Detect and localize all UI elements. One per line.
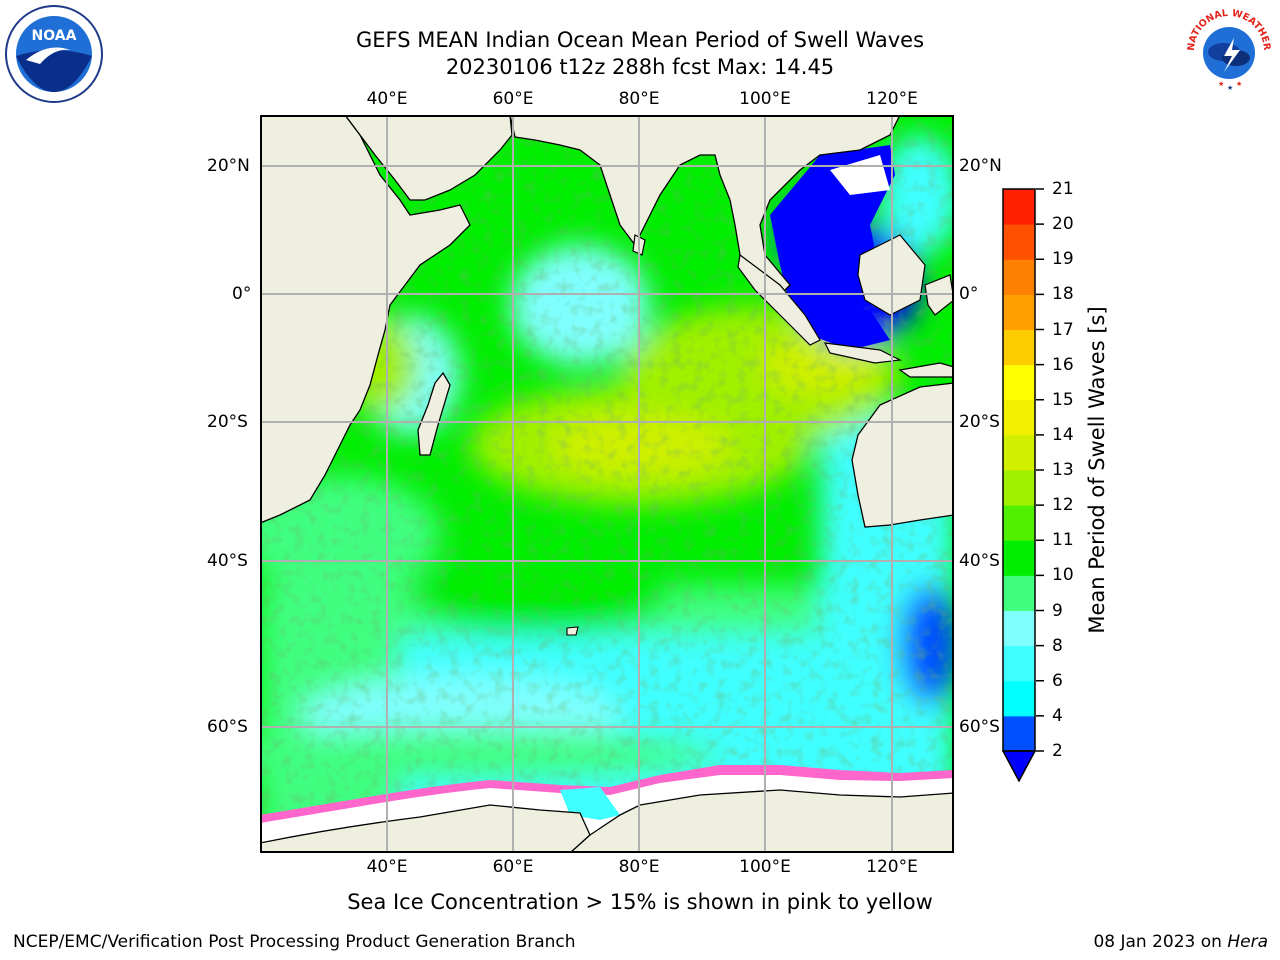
colorbar-segment — [1003, 329, 1035, 366]
colorbar-tick-label: 2 — [1052, 741, 1063, 761]
lon-tick-bottom-100e: 100°E — [739, 857, 791, 877]
colorbar-segments — [1003, 189, 1035, 752]
lon-tick-bottom-60e: 60°E — [492, 857, 534, 877]
map-panel — [260, 115, 954, 853]
sea-ice-caption: Sea Ice Concentration > 15% is shown in … — [347, 890, 933, 914]
colorbar-tick-label: 9 — [1052, 600, 1063, 621]
lon-tick-top-120e: 120°E — [866, 89, 918, 109]
lat-tick-left-20n: 20°N — [207, 156, 250, 176]
map-title: GEFS MEAN Indian Ocean Mean Period of Sw… — [355, 28, 925, 52]
svg-text:★: ★ — [1227, 84, 1233, 92]
colorbar-tick-label: 17 — [1052, 319, 1074, 340]
colorbar-tick-label: 14 — [1052, 424, 1074, 445]
graticule — [260, 115, 954, 853]
lat-tick-right-60s: 60°S — [959, 717, 1000, 737]
asia-land — [509, 115, 901, 296]
colorbar-tick-label: 6 — [1052, 670, 1063, 691]
lon-tick-top-40e: 40°E — [366, 89, 408, 109]
australia-land — [851, 382, 954, 528]
colorbar-segment — [1003, 610, 1035, 647]
colorbar-tick-label: 10 — [1052, 565, 1074, 586]
colorbar-segment — [1003, 715, 1035, 752]
lat-tick-right-0: 0° — [959, 284, 979, 304]
noaa-logo-text: NOAA — [32, 28, 77, 44]
colorbar-tick-label: 13 — [1052, 460, 1074, 480]
lon-tick-top-100e: 100°E — [739, 89, 791, 109]
lon-tick-bottom-40e: 40°E — [366, 857, 408, 877]
colorbar-tick-label: 20 — [1052, 214, 1074, 235]
lon-tick-top-80e: 80°E — [618, 89, 660, 109]
colorbar-segment — [1003, 575, 1035, 611]
colorbar-under-triangle — [1001, 750, 1037, 783]
lat-tick-right-20n: 20°N — [959, 156, 1002, 176]
svg-text:★: ★ — [1236, 80, 1242, 88]
footer-left: NCEP/EMC/Verification Post Processing Pr… — [13, 932, 576, 952]
lat-tick-left-60s: 60°S — [207, 717, 248, 737]
map-subtitle: 20230106 t12z 288h fcst Max: 14.45 — [445, 55, 835, 79]
noaa-logo-icon: NOAA — [5, 5, 103, 103]
colorbar-segment — [1003, 259, 1035, 295]
colorbar-segment — [1003, 645, 1035, 682]
colorbar-segment — [1003, 680, 1035, 717]
colorbar-tick-label: 19 — [1052, 249, 1074, 270]
colorbar-tick-label: 18 — [1052, 284, 1074, 305]
colorbar-graphic — [1001, 188, 1037, 783]
footer-right: 08 Jan 2023 on Hera — [1093, 932, 1268, 952]
lat-tick-right-20s: 20°S — [959, 412, 1000, 432]
colorbar-segment — [1003, 540, 1035, 576]
colorbar-segment — [1003, 505, 1035, 541]
lat-tick-left-20s: 20°S — [207, 412, 248, 432]
lat-tick-left-40s: 40°S — [207, 551, 248, 571]
colorbar-tick-label: 8 — [1052, 635, 1063, 656]
colorbar-tick-label: 16 — [1052, 354, 1074, 375]
footer-date: 08 Jan 2023 on — [1093, 932, 1228, 952]
colorbar-segment — [1003, 224, 1035, 260]
colorbar-segment — [1003, 434, 1035, 471]
colorbar-tick-label: 21 — [1052, 179, 1074, 199]
noaa-logo: NOAA — [4, 4, 104, 104]
colorbar-segment — [1003, 189, 1035, 225]
madagascar-land — [417, 371, 451, 456]
colorbar-segment — [1003, 364, 1035, 401]
colorbar — [1001, 188, 1037, 783]
lon-tick-bottom-80e: 80°E — [618, 857, 660, 877]
colorbar-tick-label: 4 — [1052, 705, 1063, 726]
lon-tick-bottom-120e: 120°E — [866, 857, 918, 877]
colorbar-tick-marks — [1036, 188, 1044, 752]
colorbar-tick-label: 15 — [1052, 389, 1074, 410]
swell-period-map — [260, 115, 954, 853]
colorbar-segment — [1003, 399, 1035, 436]
colorbar-frame — [1002, 188, 1036, 752]
footer-host: Hera — [1227, 932, 1268, 952]
nws-logo-icon: NATIONAL WEATHER SERVICE ★ ★ ★ — [1176, 0, 1276, 98]
nws-logo: NATIONAL WEATHER SERVICE ★ ★ ★ — [1176, 0, 1278, 100]
lon-tick-top-60e: 60°E — [492, 89, 534, 109]
colorbar-ticks — [1036, 188, 1050, 752]
antarctica-land — [260, 804, 591, 853]
lat-tick-right-40s: 40°S — [959, 551, 1000, 571]
lat-tick-left-0: 0° — [232, 284, 252, 304]
colorbar-tick-label: 11 — [1052, 530, 1074, 551]
map-frame — [260, 115, 954, 853]
colorbar-segment — [1003, 470, 1035, 506]
colorbar-tick-label: 12 — [1052, 495, 1074, 516]
svg-text:★: ★ — [1218, 80, 1224, 88]
colorbar-title: Mean Period of Swell Waves [s] — [1085, 306, 1109, 634]
colorbar-segment — [1003, 294, 1035, 330]
